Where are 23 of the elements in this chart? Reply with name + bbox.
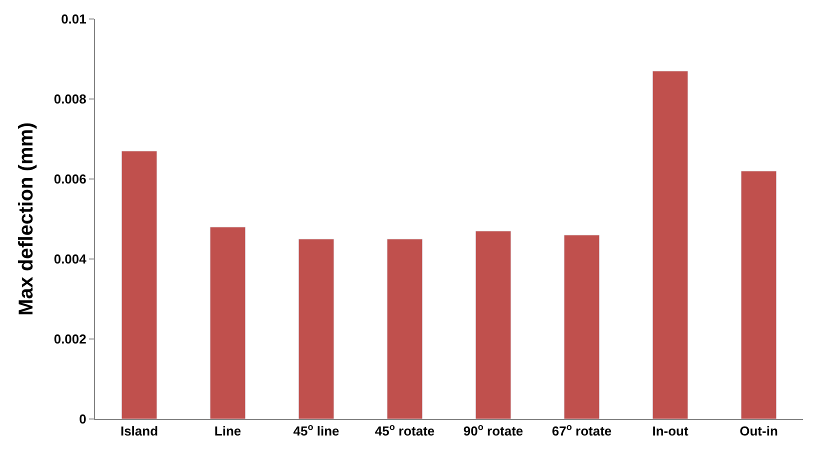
x-tick-label: 45$^{o}$ line	[293, 422, 340, 439]
x-tick-label: Out-in	[740, 424, 778, 439]
bar	[121, 150, 158, 419]
x-tick-label: 90$^{o}$ rotate	[463, 422, 524, 439]
bar	[298, 238, 334, 419]
bar	[386, 238, 423, 419]
x-tick-label: 67$^{o}$ rotate	[552, 422, 612, 439]
y-tick-label: 0.006	[54, 172, 86, 187]
bar	[652, 70, 688, 419]
x-tick-label: 45$^{o}$ rotate	[374, 422, 435, 439]
y-axis-title: Max deflection (mm)	[15, 122, 38, 316]
bar	[740, 170, 777, 419]
bar	[210, 226, 246, 419]
y-tick-label: 0	[79, 412, 86, 427]
x-tick-label: Line	[214, 424, 242, 439]
x-tick-label: Island	[120, 424, 158, 439]
x-tick-label: In-out	[652, 424, 689, 439]
y-tick-label: 0.004	[54, 252, 88, 267]
bar	[564, 234, 600, 419]
bar	[475, 230, 512, 419]
y-tick-label: 0.008	[54, 92, 86, 107]
y-tick-label: 0.01	[61, 12, 86, 27]
y-tick-label: 0.002	[54, 332, 86, 347]
